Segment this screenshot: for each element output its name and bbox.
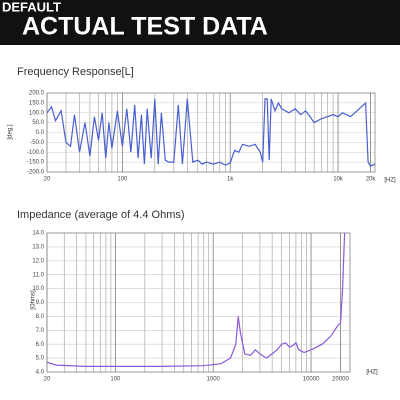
x-tick-label: 1000 bbox=[207, 377, 221, 383]
y-tick-label: 4.0 bbox=[36, 370, 45, 376]
header-title: ACTUAL TEST DATA bbox=[22, 13, 268, 41]
x-tick-label: 10k bbox=[333, 177, 344, 183]
x-tick-label: 20 bbox=[44, 177, 51, 183]
y-tick-label: 14.0 bbox=[32, 231, 44, 237]
x-tick-label: 100 bbox=[110, 377, 121, 383]
y-tick-label: -150.0 bbox=[27, 160, 45, 166]
y-tick-label: 13.0 bbox=[32, 244, 44, 250]
y-tick-label: 50.0 bbox=[32, 120, 44, 126]
y-tick-label: 10.0 bbox=[32, 286, 44, 292]
x-tick-label: 20k bbox=[366, 177, 377, 183]
chart-title: Frequency Response[L] bbox=[17, 66, 134, 78]
y-tick-label: 200.0 bbox=[29, 91, 45, 97]
plot-frame bbox=[46, 232, 351, 373]
x-axis-label: [HZ] bbox=[366, 370, 378, 376]
y-axis-label: [deg.] bbox=[8, 124, 14, 139]
y-tick-label: -200.0 bbox=[27, 170, 45, 176]
y-tick-label: 7.0 bbox=[36, 328, 45, 334]
x-tick-label: 20000 bbox=[332, 377, 349, 383]
y-tick-label: 9.0 bbox=[36, 300, 45, 306]
watermark: DEFAULT bbox=[2, 0, 61, 14]
data-line bbox=[46, 98, 376, 167]
y-tick-label: 6.0 bbox=[36, 342, 45, 348]
y-tick-label: -100.0 bbox=[27, 150, 45, 156]
y-tick-label: 12.0 bbox=[32, 258, 44, 264]
x-tick-label: 10000 bbox=[303, 377, 320, 383]
chart-title: Impedance (average of 4.4 Ohms) bbox=[17, 209, 185, 221]
y-tick-label: 8.0 bbox=[36, 314, 45, 320]
x-tick-label: 100 bbox=[117, 177, 128, 183]
y-tick-label: 11.0 bbox=[33, 272, 45, 278]
y-tick-label: 150.0 bbox=[29, 100, 45, 106]
x-tick-label: 20 bbox=[44, 377, 51, 383]
y-axis-label: [Ohms] bbox=[31, 290, 37, 310]
y-tick-label: 5.0 bbox=[36, 356, 45, 362]
y-tick-label: 100.0 bbox=[29, 110, 45, 116]
x-axis-label: [HZ] bbox=[384, 178, 396, 184]
plot-frame bbox=[46, 92, 376, 173]
y-tick-label: -50.0 bbox=[30, 140, 44, 146]
header-band bbox=[0, 0, 400, 45]
x-tick-label: 1k bbox=[227, 177, 234, 183]
data-line bbox=[46, 232, 346, 367]
y-tick-label: 0.0 bbox=[36, 130, 45, 136]
